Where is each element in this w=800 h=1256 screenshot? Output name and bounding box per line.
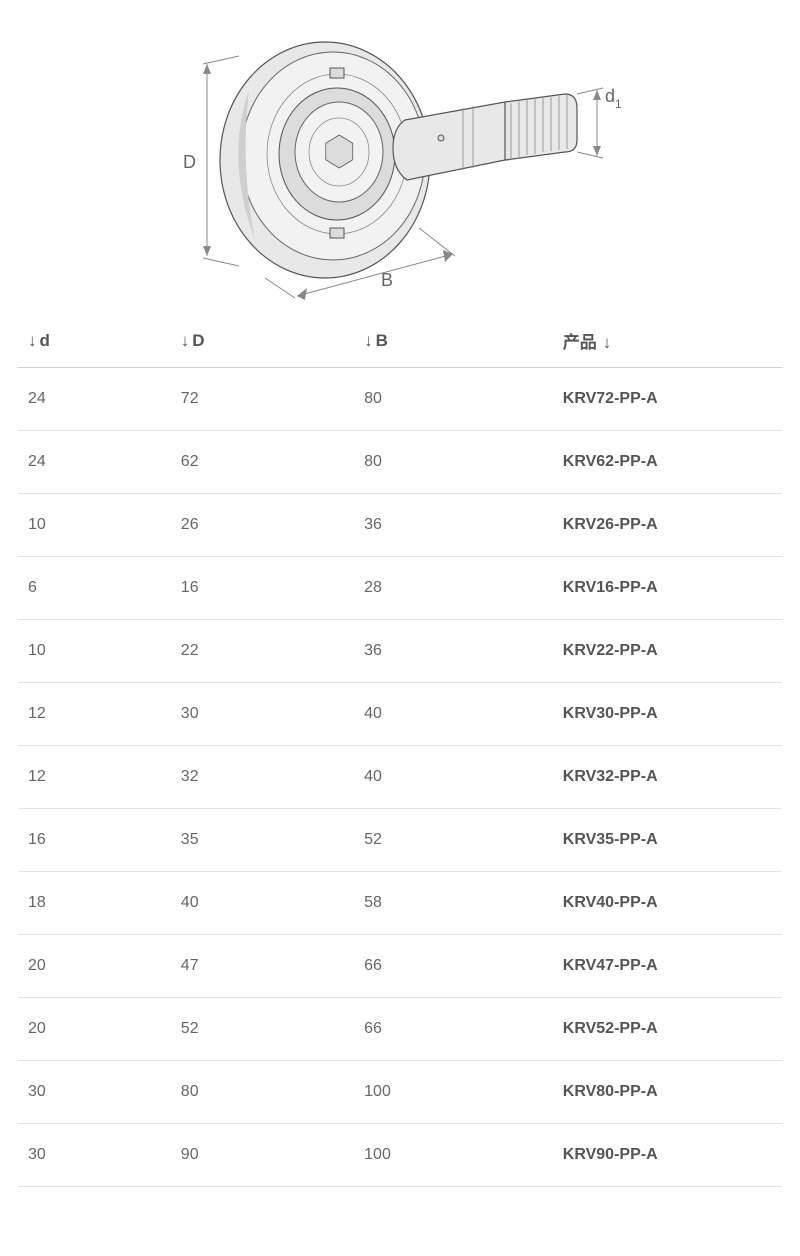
cell-D: 80 (171, 1061, 354, 1124)
cell-B: 40 (354, 746, 553, 809)
table-row: 3080100KRV80-PP-A (18, 1061, 782, 1124)
cell-product[interactable]: KRV72-PP-A (553, 368, 782, 431)
cell-product[interactable]: KRV47-PP-A (553, 935, 782, 998)
cell-B: 80 (354, 368, 553, 431)
table-row: 184058KRV40-PP-A (18, 872, 782, 935)
bearing-svg: d1 D B (165, 10, 635, 310)
cell-d: 12 (18, 746, 171, 809)
bearing-diagram: d1 D B (0, 0, 800, 310)
cell-product[interactable]: KRV26-PP-A (553, 494, 782, 557)
table-row: 247280KRV72-PP-A (18, 368, 782, 431)
cell-B: 36 (354, 620, 553, 683)
sort-arrow-icon: ↓ (603, 333, 612, 352)
sort-arrow-icon: ↓ (28, 331, 37, 350)
cell-d: 30 (18, 1061, 171, 1124)
cell-d: 20 (18, 935, 171, 998)
cell-product[interactable]: KRV22-PP-A (553, 620, 782, 683)
table-row: 3090100KRV90-PP-A (18, 1124, 782, 1187)
spec-table-head: ↓d↓D↓B产品↓ (18, 310, 782, 368)
table-row: 246280KRV62-PP-A (18, 431, 782, 494)
cell-B: 58 (354, 872, 553, 935)
cell-B: 100 (354, 1061, 553, 1124)
cell-D: 47 (171, 935, 354, 998)
cell-d: 20 (18, 998, 171, 1061)
spec-table-container: ↓d↓D↓B产品↓ 247280KRV72-PP-A246280KRV62-PP… (0, 310, 800, 1187)
cell-product[interactable]: KRV30-PP-A (553, 683, 782, 746)
cell-D: 72 (171, 368, 354, 431)
cell-D: 26 (171, 494, 354, 557)
cell-d: 18 (18, 872, 171, 935)
cell-B: 28 (354, 557, 553, 620)
sort-arrow-icon: ↓ (364, 331, 373, 350)
cell-d: 16 (18, 809, 171, 872)
cell-d: 10 (18, 494, 171, 557)
table-row: 61628KRV16-PP-A (18, 557, 782, 620)
cell-d: 30 (18, 1124, 171, 1187)
spec-table: ↓d↓D↓B产品↓ 247280KRV72-PP-A246280KRV62-PP… (18, 310, 782, 1187)
cell-product[interactable]: KRV32-PP-A (553, 746, 782, 809)
cell-product[interactable]: KRV62-PP-A (553, 431, 782, 494)
table-row: 163552KRV35-PP-A (18, 809, 782, 872)
cell-B: 66 (354, 935, 553, 998)
cell-D: 40 (171, 872, 354, 935)
cell-D: 90 (171, 1124, 354, 1187)
cell-d: 24 (18, 368, 171, 431)
cell-d: 6 (18, 557, 171, 620)
spec-table-body: 247280KRV72-PP-A246280KRV62-PP-A102636KR… (18, 368, 782, 1187)
cell-product[interactable]: KRV40-PP-A (553, 872, 782, 935)
col-header-B[interactable]: ↓B (354, 310, 553, 368)
cell-product[interactable]: KRV90-PP-A (553, 1124, 782, 1187)
table-row: 102236KRV22-PP-A (18, 620, 782, 683)
cell-D: 62 (171, 431, 354, 494)
cell-B: 36 (354, 494, 553, 557)
cell-B: 66 (354, 998, 553, 1061)
cell-D: 22 (171, 620, 354, 683)
cell-B: 52 (354, 809, 553, 872)
cell-D: 32 (171, 746, 354, 809)
cell-product[interactable]: KRV52-PP-A (553, 998, 782, 1061)
cell-product[interactable]: KRV35-PP-A (553, 809, 782, 872)
cell-D: 16 (171, 557, 354, 620)
cell-product[interactable]: KRV80-PP-A (553, 1061, 782, 1124)
col-header-d[interactable]: ↓d (18, 310, 171, 368)
table-row: 102636KRV26-PP-A (18, 494, 782, 557)
col-header-product[interactable]: 产品↓ (553, 310, 782, 368)
cell-d: 10 (18, 620, 171, 683)
col-header-D[interactable]: ↓D (171, 310, 354, 368)
table-row: 123040KRV30-PP-A (18, 683, 782, 746)
dim-label-d1: d1 (605, 86, 622, 111)
cell-D: 30 (171, 683, 354, 746)
cell-d: 12 (18, 683, 171, 746)
table-row: 205266KRV52-PP-A (18, 998, 782, 1061)
cell-B: 100 (354, 1124, 553, 1187)
cell-d: 24 (18, 431, 171, 494)
dim-label-D: D (183, 152, 196, 172)
cell-B: 40 (354, 683, 553, 746)
dim-label-B: B (381, 270, 393, 290)
cell-D: 52 (171, 998, 354, 1061)
table-row: 123240KRV32-PP-A (18, 746, 782, 809)
cell-B: 80 (354, 431, 553, 494)
sort-arrow-icon: ↓ (181, 331, 190, 350)
table-row: 204766KRV47-PP-A (18, 935, 782, 998)
cell-D: 35 (171, 809, 354, 872)
cell-product[interactable]: KRV16-PP-A (553, 557, 782, 620)
